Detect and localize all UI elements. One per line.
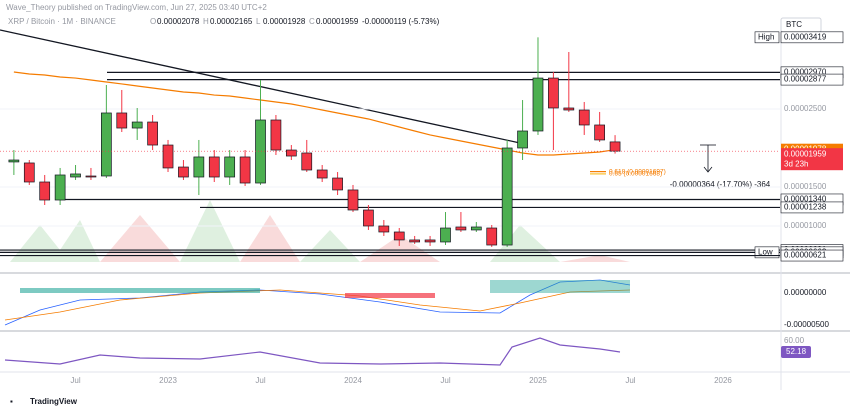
candle-body [563,107,575,111]
footer-brand: TradingView [30,397,78,406]
candle-body [23,162,35,183]
x-tick-label: Jul [70,376,80,385]
candle-body [517,130,528,149]
candle-body [363,209,374,227]
candle-body [594,124,605,141]
last-price-box [781,148,843,171]
candle-body [270,119,282,151]
level-tag: Low [758,247,773,256]
candle-body [285,149,297,157]
ohlc-item: -0.00000119 (-5.73%) [362,17,440,26]
macd-pane [4,279,631,326]
rsi-level: 60.00 [784,336,805,345]
macd-label: 0.00000000 [784,288,827,297]
candle-body [224,156,236,178]
level-label: 0.00001238 [784,203,827,212]
candle-body [532,77,544,132]
level-label: 0.00000621 [784,251,827,260]
rsi-value: 52.18 [786,347,807,356]
fib-label: 0.618 (0.00001697) [609,168,666,175]
candle-body [409,239,421,243]
footer-logo: ▪ [10,397,13,406]
candle-body [85,175,97,178]
candle-body [301,152,313,171]
rsi-value-box [781,346,811,358]
x-tick-label: 2026 [714,376,732,385]
candle-body [470,226,482,231]
ohlc-item: O [150,17,156,26]
level-label: 0.00001340 [784,195,827,204]
currency: BTC [786,20,802,29]
x-tick-label: 2023 [159,376,177,385]
candle-body [378,225,390,233]
level-tag-box [754,246,780,259]
measure-tool [700,144,716,173]
rsi-line [4,337,621,366]
candle-body [440,227,451,243]
candle-body [8,159,20,163]
level-label-box [780,31,844,44]
level-tag: High [758,32,774,41]
symbol: XRP / Bitcoin · 1M · BINANCE [8,17,116,26]
candle-body [239,156,251,184]
candle-body [486,227,498,246]
ohlc-item: 0.00001959 [316,17,359,26]
candle-body [101,112,112,177]
ohlc-item: C [309,17,315,26]
level-label-box [780,73,844,86]
level-tag-box [754,31,780,44]
candle-body [193,156,205,178]
level-label: 0.00003419 [784,32,827,41]
candle-body [609,141,621,152]
candle-body [54,174,66,201]
last-price: 0.00001959 [784,149,827,158]
candle-body [501,147,513,246]
moving-average [13,71,616,156]
x-tick-label: 2024 [344,376,362,385]
candle-body [316,169,328,179]
candle-body [332,177,343,191]
candle-body [578,109,590,126]
ohlc-item: 0.00002078 [157,17,200,26]
candle-body [70,173,81,178]
level-label: 0.00002970 [784,67,827,76]
macd-label: -0.00000500 [784,320,829,329]
x-tick-label: 2025 [529,376,547,385]
trend-line [0,29,521,144]
candle-body [39,181,51,201]
fib-label: 0.65 (0.00001668) [609,171,662,178]
candle-body [255,119,266,184]
ohlc-item: 0.00002165 [210,17,253,26]
ohlc-item: 0.00001928 [263,17,306,26]
candle-body [162,144,174,169]
publisher: Wave_Theory published on TradingView.com… [6,3,267,12]
y-tick-label: 0.00002500 [784,104,827,113]
candle-body [424,239,436,243]
x-tick-label: Jul [625,376,635,385]
candle-body [131,121,143,129]
y-tick-label: 0.00001500 [784,182,827,191]
countdown: 3d 23h [784,159,808,168]
candle-body [393,231,405,241]
candle-body [147,121,158,146]
y-tick-label: 0.00001000 [784,221,827,230]
candle-body [178,166,189,178]
ohlc-item: L [256,17,261,26]
candle-body [548,77,559,109]
level-label: 0.00002877 [784,75,827,84]
candle-body [455,226,467,231]
candle-body [208,156,220,178]
x-tick-label: Jul [255,376,265,385]
x-tick-label: Jul [440,376,450,385]
ohlc-item: H [203,17,209,26]
level-label-box [780,201,844,214]
level-label-box [780,249,844,262]
ohlc-legend: O 0.00002078 H 0.00002165 L 0.00001928 C 0.0000… [150,17,440,26]
measure-label: -0.00000364 (-17.70%) -364 [670,180,771,189]
candle-body [116,112,128,129]
candle-body [347,189,359,211]
